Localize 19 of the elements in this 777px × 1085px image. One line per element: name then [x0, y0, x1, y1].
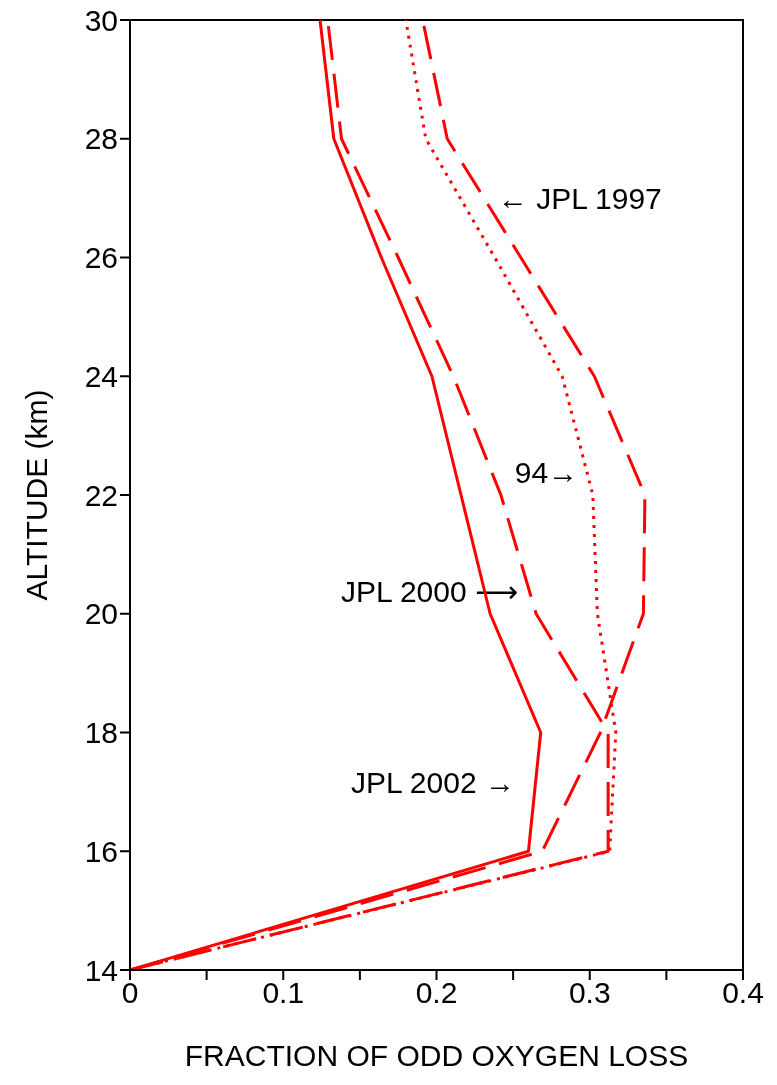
x-axis-title: FRACTION OF ODD OXYGEN LOSS	[184, 1039, 689, 1072]
y-tick-label: 20	[84, 597, 118, 631]
x-tick-label: 0	[121, 976, 139, 1010]
x-tick-label: 0.3	[568, 976, 611, 1010]
y-tick-label: 26	[84, 241, 118, 275]
y-tick-label: 14	[84, 953, 118, 987]
y-tick-label: 22	[84, 478, 118, 512]
y-tick-label: 18	[84, 716, 118, 750]
annotation: 94→	[514, 455, 579, 489]
annotation: ← JPL 1997	[497, 182, 662, 216]
x-tick-label: 0.2	[415, 976, 458, 1010]
y-tick-label: 16	[84, 834, 118, 868]
y-tick-label: 28	[84, 122, 118, 156]
annotation: JPL 2002 →	[350, 766, 515, 800]
y-tick-label: 24	[84, 359, 118, 393]
y-axis-title: ALTITUDE (km)	[19, 389, 53, 601]
x-tick-label: 0.4	[722, 976, 764, 1010]
y-tick-label: 30	[84, 3, 118, 37]
x-tick-label: 0.1	[262, 976, 305, 1010]
